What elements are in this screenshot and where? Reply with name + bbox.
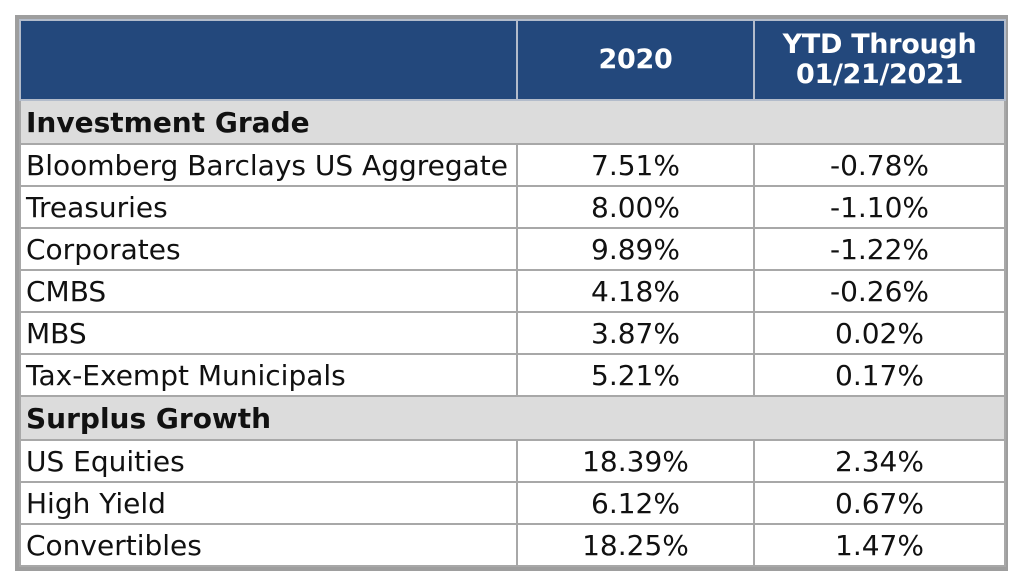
value-ytd: 0.02% bbox=[753, 311, 1006, 355]
header-ytd: YTD Through 01/21/2021 bbox=[753, 19, 1006, 101]
table-row: MBS 3.87% 0.02% bbox=[19, 311, 1006, 355]
table-row: High Yield 6.12% 0.67% bbox=[19, 481, 1006, 525]
table-header-row: 2020 YTD Through 01/21/2021 bbox=[19, 19, 1006, 101]
row-label: Convertibles bbox=[19, 523, 518, 567]
value-2020: 8.00% bbox=[516, 185, 755, 229]
row-label: Treasuries bbox=[19, 185, 518, 229]
value-ytd: 2.34% bbox=[753, 439, 1006, 483]
row-label: High Yield bbox=[19, 481, 518, 525]
table-row: Treasuries 8.00% -1.10% bbox=[19, 185, 1006, 229]
section-row: Surplus Growth bbox=[19, 395, 1006, 441]
section-title: Surplus Growth bbox=[19, 395, 1006, 441]
value-2020: 5.21% bbox=[516, 353, 755, 397]
table-row: Bloomberg Barclays US Aggregate 7.51% -0.7… bbox=[19, 143, 1006, 187]
row-label: Bloomberg Barclays US Aggregate bbox=[19, 143, 518, 187]
row-label: Tax-Exempt Municipals bbox=[19, 353, 518, 397]
section-row: Investment Grade bbox=[19, 99, 1006, 145]
header-2020: 2020 bbox=[516, 19, 755, 101]
section-title: Investment Grade bbox=[19, 99, 1006, 145]
row-label: CMBS bbox=[19, 269, 518, 313]
header-empty-cell bbox=[19, 19, 518, 101]
table-row: US Equities 18.39% 2.34% bbox=[19, 439, 1006, 483]
table-row: CMBS 4.18% -0.26% bbox=[19, 269, 1006, 313]
value-ytd: 1.47% bbox=[753, 523, 1006, 567]
value-ytd: -0.26% bbox=[753, 269, 1006, 313]
value-ytd: 0.17% bbox=[753, 353, 1006, 397]
value-ytd: 0.67% bbox=[753, 481, 1006, 525]
returns-table-frame: 2020 YTD Through 01/21/2021 Investment G… bbox=[15, 15, 1008, 571]
header-ytd-line2: 01/21/2021 bbox=[795, 59, 964, 90]
value-2020: 4.18% bbox=[516, 269, 755, 313]
row-label: MBS bbox=[19, 311, 518, 355]
value-2020: 18.39% bbox=[516, 439, 755, 483]
table-row: Corporates 9.89% -1.22% bbox=[19, 227, 1006, 271]
table-row: Tax-Exempt Municipals 5.21% 0.17% bbox=[19, 353, 1006, 397]
value-ytd: -1.22% bbox=[753, 227, 1006, 271]
value-ytd: -1.10% bbox=[753, 185, 1006, 229]
table-body: Investment Grade Bloomberg Barclays US Ag… bbox=[19, 99, 1006, 567]
value-2020: 7.51% bbox=[516, 143, 755, 187]
table-row: Convertibles 18.25% 1.47% bbox=[19, 523, 1006, 567]
value-2020: 3.87% bbox=[516, 311, 755, 355]
returns-table: 2020 YTD Through 01/21/2021 Investment G… bbox=[19, 19, 1006, 567]
value-2020: 18.25% bbox=[516, 523, 755, 567]
header-ytd-line1: YTD Through bbox=[782, 29, 977, 60]
value-2020: 9.89% bbox=[516, 227, 755, 271]
value-ytd: -0.78% bbox=[753, 143, 1006, 187]
row-label: US Equities bbox=[19, 439, 518, 483]
value-2020: 6.12% bbox=[516, 481, 755, 525]
row-label: Corporates bbox=[19, 227, 518, 271]
